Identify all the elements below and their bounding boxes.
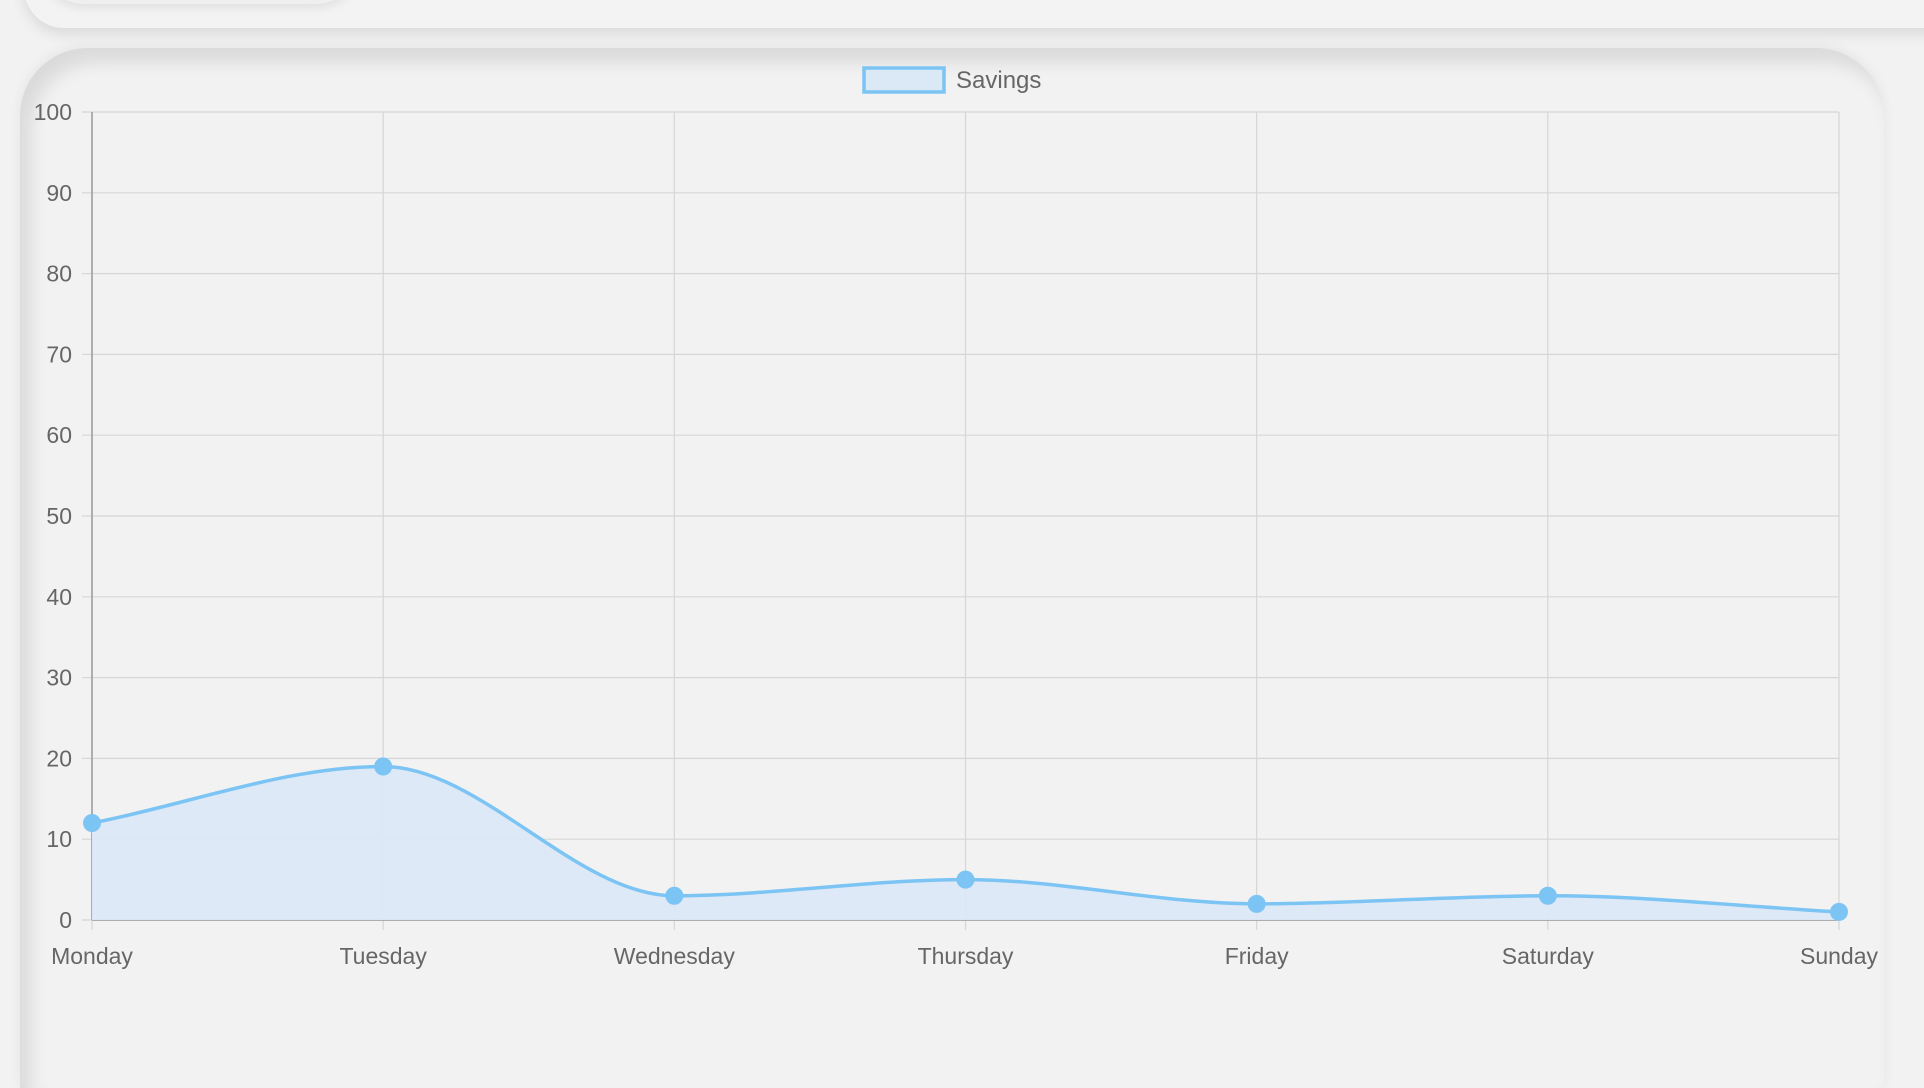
y-tick-label-60: 60 [46,422,72,448]
top-panel [24,0,1924,28]
data-point-thursday[interactable] [956,870,975,889]
data-point-tuesday[interactable] [374,757,393,776]
y-tick-label-30: 30 [46,665,72,691]
top-panel-inset [40,0,360,4]
y-tick-labels: 0 10 20 30 40 50 60 70 80 90 100 [34,99,72,933]
savings-area-chart: 0 10 20 30 40 50 60 70 80 90 100 Monday Tuesday Wedn… [34,66,1878,969]
legend-label-savings[interactable]: Savings [956,67,1041,94]
series-area-0 [92,766,1839,920]
data-point-monday[interactable] [83,814,101,833]
y-tick-label-40: 40 [46,584,72,610]
y-tick-label-90: 90 [46,180,72,206]
series-savings [83,757,1848,921]
data-point-sunday[interactable] [1830,902,1848,921]
y-tick-label-10: 10 [46,826,72,852]
data-point-wednesday[interactable] [665,886,684,905]
x-tick-label-friday: Friday [1225,943,1289,969]
x-tick-label-monday: Monday [51,943,133,969]
data-point-saturday[interactable] [1538,886,1557,905]
y-tick-label-70: 70 [46,341,72,367]
legend[interactable]: Savings [862,66,1041,94]
y-tick-label-80: 80 [46,261,72,287]
x-tick-label-thursday: Thursday [918,943,1014,969]
legend-swatch-savings[interactable] [862,66,946,94]
x-tick-label-wednesday: Wednesday [614,943,736,969]
x-tick-label-tuesday: Tuesday [339,943,427,969]
y-tick-label-20: 20 [46,745,72,771]
y-tick-label-50: 50 [46,503,72,529]
y-tick-label-100: 100 [34,99,72,125]
data-point-friday[interactable] [1247,894,1266,913]
y-tick-label-0: 0 [59,907,72,933]
x-tick-label-saturday: Saturday [1502,943,1595,969]
x-tick-labels: Monday Tuesday Wednesday Thursday Friday Satu… [51,943,1878,969]
x-tick-label-sunday: Sunday [1800,943,1879,969]
